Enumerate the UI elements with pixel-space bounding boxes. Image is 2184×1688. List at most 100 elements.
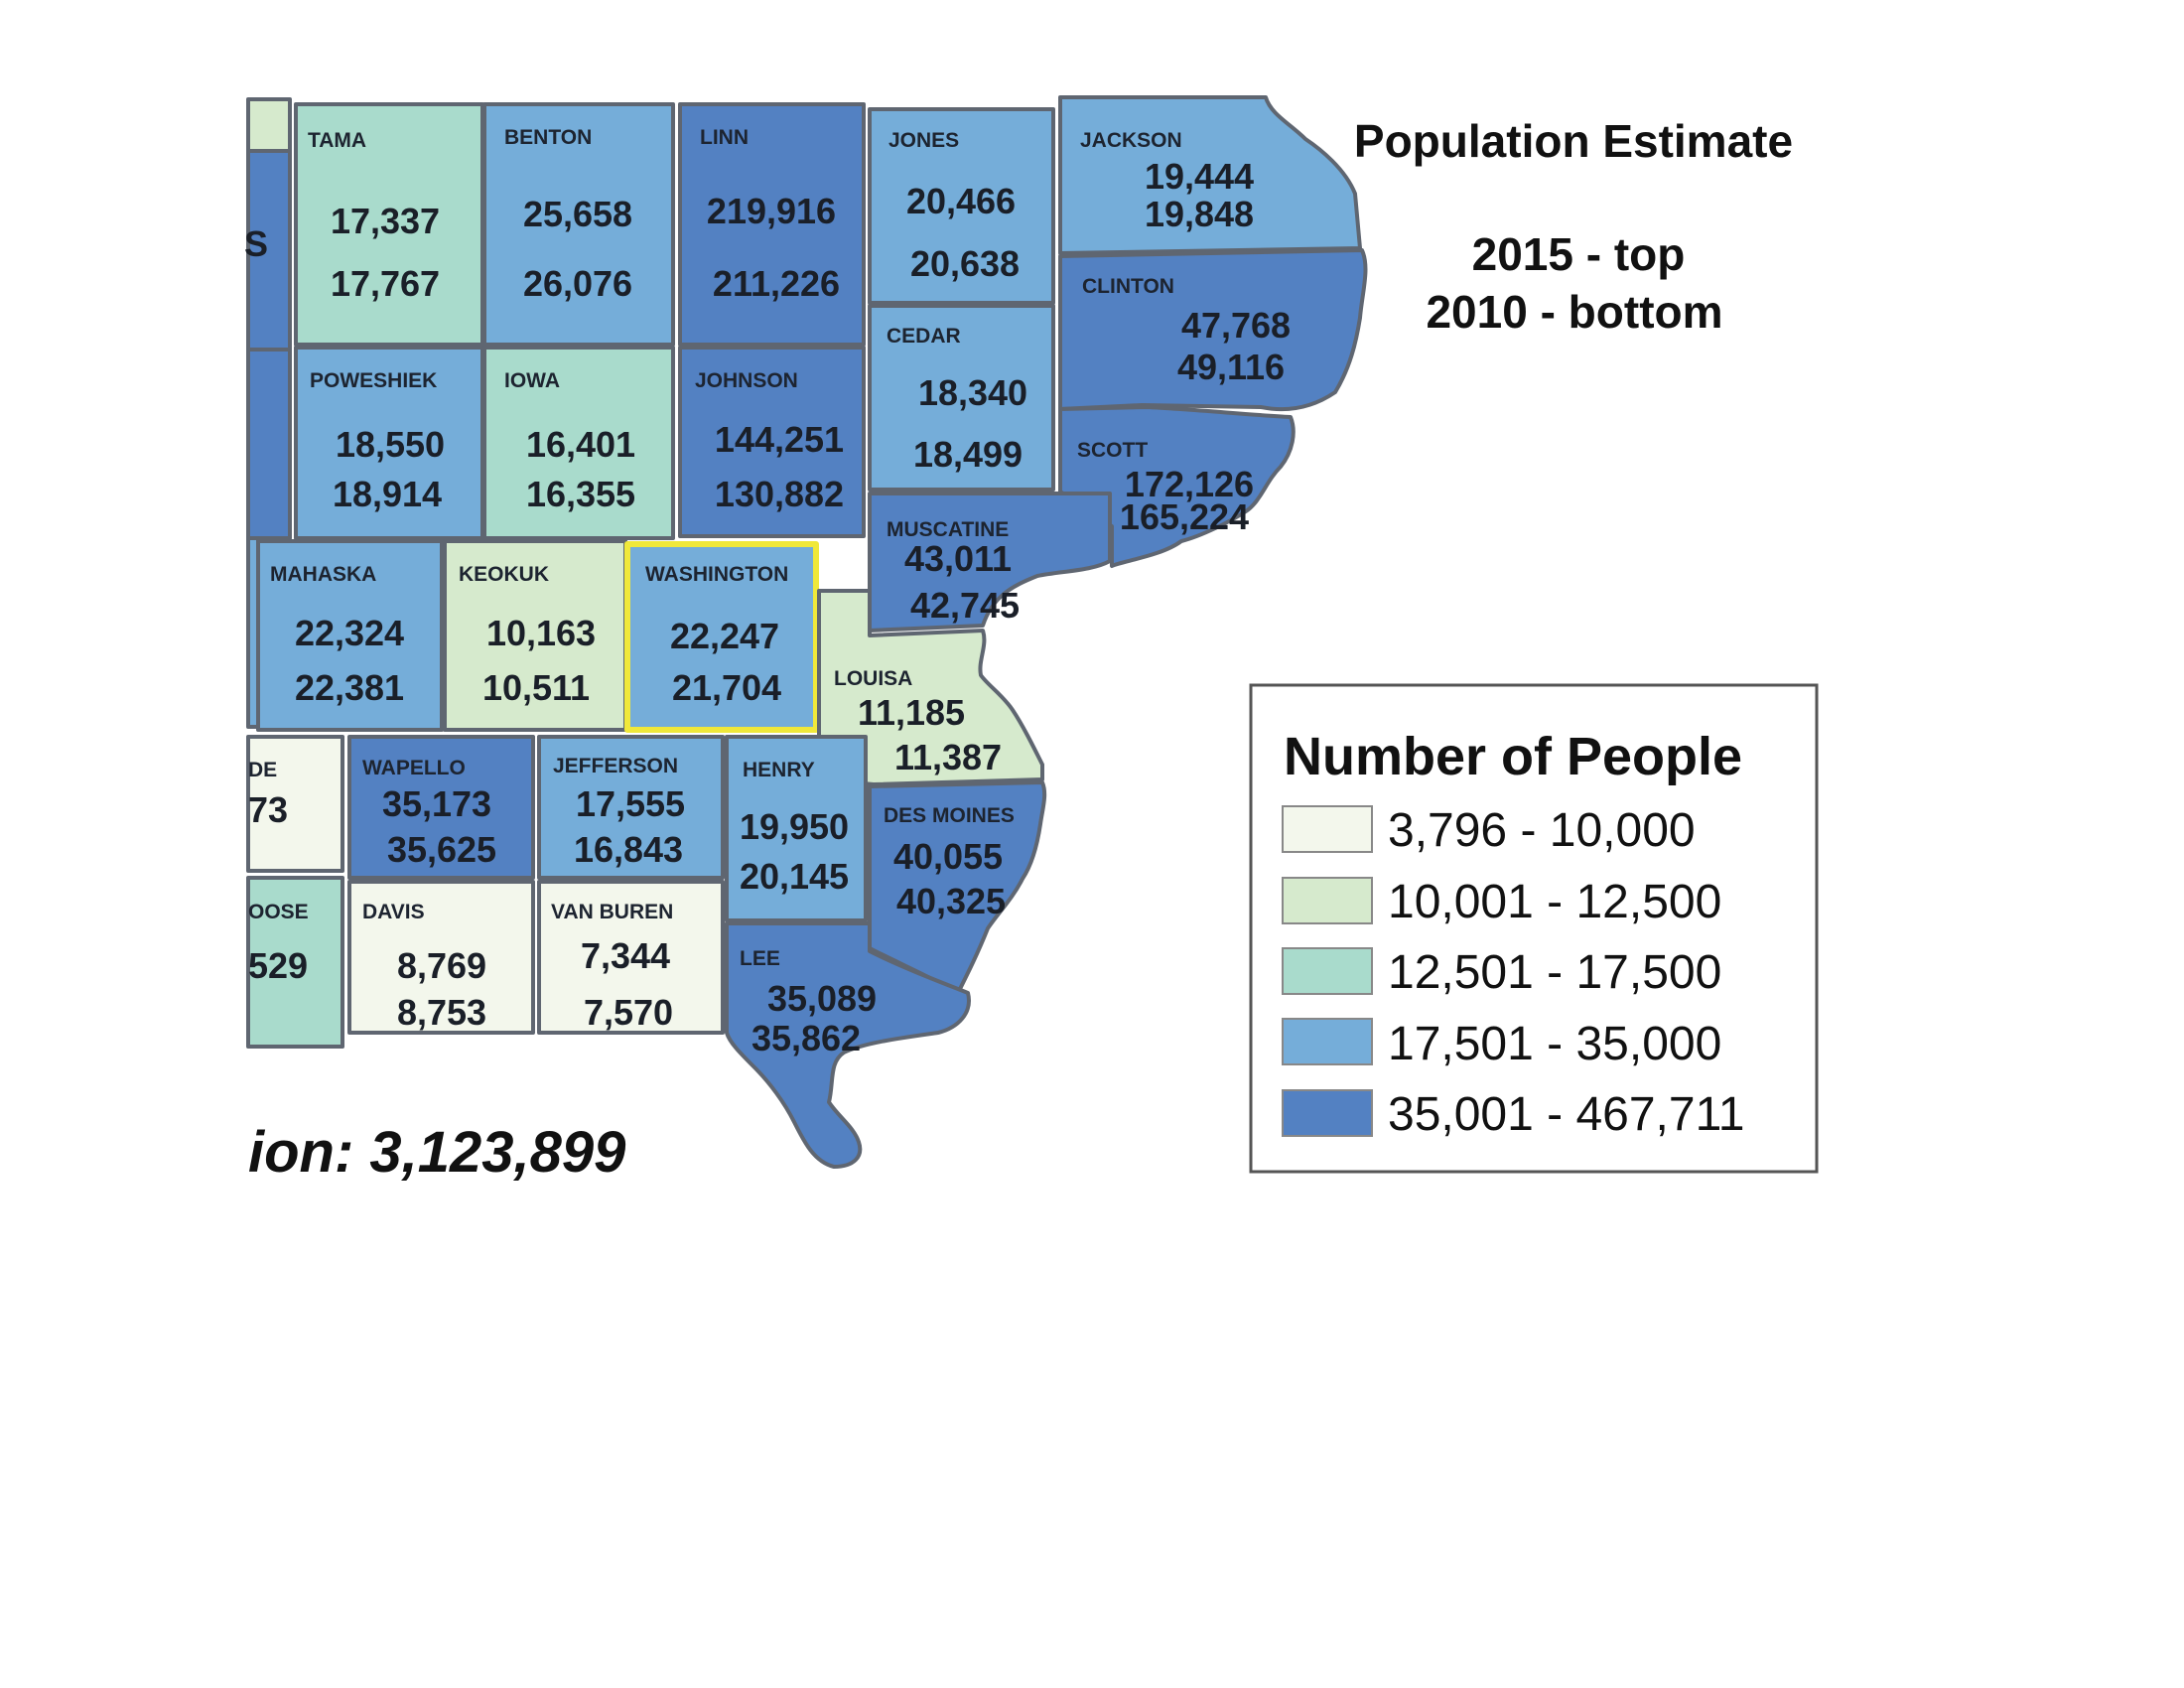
county-pop2015-jackson: 19,444 [1145, 156, 1254, 197]
county-pop2015-lee: 35,089 [767, 978, 877, 1019]
county-pop2015-mahaska: 22,324 [295, 613, 404, 653]
county-pop2010-washington: 21,704 [672, 667, 781, 708]
county-appanoose [246, 876, 344, 1049]
county-pop2015-vanburen: 7,344 [581, 935, 670, 976]
partial-name-monroe: DE [248, 759, 277, 781]
title-line-2: 2015 - top [1472, 228, 1686, 280]
county-monroe [246, 735, 344, 873]
title-line-1: Population Estimate [1354, 115, 1793, 167]
county-pop2015-louisa: 11,185 [858, 692, 965, 733]
legend-label-3: 12,501 - 17,500 [1388, 946, 1721, 999]
county-cedar [868, 304, 1055, 492]
county-pop2010-muscatine: 42,745 [910, 585, 1020, 626]
county-pop2010-benton: 26,076 [523, 263, 632, 304]
county-pop2015-iowa: 16,401 [526, 424, 635, 465]
legend-swatch-1 [1282, 805, 1373, 853]
title-line-3: 2010 - bottom [1426, 286, 1722, 338]
county-pop2015-muscatine: 43,011 [904, 538, 1012, 579]
county-pop2010-clinton: 49,116 [1177, 347, 1285, 387]
county-name-lee: LEE [740, 947, 780, 970]
county-muscatine [868, 492, 1112, 633]
county-pop2010-mahaska: 22,381 [295, 667, 404, 708]
county-name-keokuk: KEOKUK [459, 563, 549, 586]
county-keokuk [443, 539, 627, 732]
state-total-population: ion: 3,123,899 [248, 1120, 625, 1185]
county-lee [725, 921, 971, 1169]
county-pop2010-louisa: 11,387 [894, 737, 1002, 777]
legend-label-1: 3,796 - 10,000 [1388, 804, 1696, 857]
county-pop2015-linn: 219,916 [707, 191, 836, 231]
county-pop2010-lee: 35,862 [751, 1018, 861, 1058]
county-pop2015-jefferson: 17,555 [576, 783, 685, 824]
legend-title: Number of People [1284, 727, 1742, 786]
county-pop2015-jones: 20,466 [906, 181, 1016, 221]
county-scott [1058, 405, 1296, 568]
county-pop2010-linn: 211,226 [713, 263, 840, 304]
county-name-linn: LINN [700, 126, 749, 149]
county-jefferson [537, 735, 725, 880]
county-pop2010-scott: 165,224 [1120, 496, 1249, 537]
partial-num-monroe: 73 [248, 789, 288, 830]
county-pop2010-iowa: 16,355 [526, 474, 635, 514]
county-name-clinton: CLINTON [1082, 275, 1174, 298]
county-top-left-sliver [246, 97, 292, 153]
county-name-henry: HENRY [743, 759, 815, 781]
county-pop2010-cedar: 18,499 [913, 434, 1023, 475]
county-vanburen [537, 880, 725, 1035]
county-name-jackson: JACKSON [1080, 129, 1182, 152]
county-pop2010-vanburen: 7,570 [584, 992, 673, 1033]
county-name-benton: BENTON [504, 126, 592, 149]
county-name-jones: JONES [888, 129, 959, 152]
legend-label-2: 10,001 - 12,500 [1388, 876, 1721, 928]
legend-swatch-2 [1282, 877, 1373, 924]
legend-swatch-3 [1282, 947, 1373, 995]
county-poweshiek [294, 346, 484, 540]
county-shapes [246, 95, 1368, 1169]
county-mahaska [256, 539, 444, 732]
county-linn [678, 102, 866, 347]
county-pop2015-benton: 25,658 [523, 194, 632, 234]
county-johnson [678, 346, 866, 538]
county-pop2010-tama: 17,767 [331, 263, 440, 304]
county-pop2015-henry: 19,950 [740, 806, 849, 847]
county-pop2010-johnson: 130,882 [715, 474, 844, 514]
partial-name-appanoose: OOSE [248, 901, 309, 923]
map-title: Population Estimate 2015 - top 2010 - bo… [1354, 115, 1793, 338]
county-clinton [1058, 248, 1368, 412]
county-pop2010-poweshiek: 18,914 [333, 474, 442, 514]
county-name-davis: DAVIS [362, 901, 425, 923]
county-name-cedar: CEDAR [887, 325, 961, 348]
county-pop2010-jackson: 19,848 [1145, 194, 1254, 234]
county-pop2010-desmoines: 40,325 [896, 881, 1006, 921]
county-name-muscatine: MUSCATINE [887, 518, 1009, 541]
county-pop2015-washington: 22,247 [670, 616, 779, 656]
county-wapello [347, 735, 535, 880]
partial-label-left-s: S [244, 223, 268, 264]
county-name-washington: WASHINGTON [645, 563, 788, 586]
county-name-louisa: LOUISA [834, 667, 912, 690]
county-pop2015-keokuk: 10,163 [486, 613, 596, 653]
county-henry [725, 735, 868, 922]
county-name-poweshiek: POWESHIEK [310, 369, 437, 392]
legend-label-5: 35,001 - 467,711 [1388, 1088, 1744, 1141]
county-pop2015-tama: 17,337 [331, 201, 440, 241]
county-name-mahaska: MAHASKA [270, 563, 376, 586]
county-name-johnson: JOHNSON [695, 369, 798, 392]
county-name-tama: TAMA [308, 129, 366, 152]
county-pop2015-cedar: 18,340 [918, 372, 1027, 413]
county-name-jefferson: JEFFERSON [553, 755, 678, 777]
county-name-iowa: IOWA [504, 369, 560, 392]
county-name-scott: SCOTT [1077, 439, 1148, 462]
county-jackson [1058, 95, 1362, 255]
legend-swatch-5 [1282, 1089, 1373, 1137]
county-pop2010-jones: 20,638 [910, 243, 1020, 284]
county-davis [347, 880, 535, 1035]
county-pop2015-wapello: 35,173 [382, 783, 491, 824]
county-pop2010-jefferson: 16,843 [574, 829, 683, 870]
legend-swatch-4 [1282, 1018, 1373, 1065]
county-name-wapello: WAPELLO [362, 757, 466, 779]
county-pop2015-davis: 8,769 [397, 945, 486, 986]
county-iowa [482, 346, 675, 540]
legend-label-4: 17,501 - 35,000 [1388, 1018, 1721, 1070]
